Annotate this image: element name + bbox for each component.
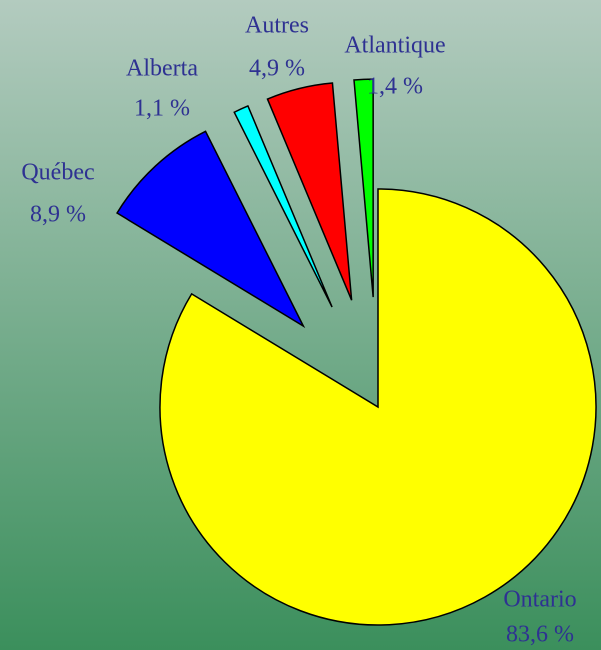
slice-label: Ontario — [503, 587, 576, 613]
pie-slice — [266, 82, 353, 301]
pie-slice — [116, 130, 306, 329]
slice-value-label: 4,9 % — [249, 56, 305, 82]
pie-slice — [233, 104, 333, 308]
pie-slice — [353, 78, 374, 298]
slice-value-label: 1,4 % — [367, 74, 423, 100]
slice-value-label: 83,6 % — [506, 622, 574, 648]
slice-value-label: 8,9 % — [30, 202, 86, 228]
slice-label: Autres — [245, 13, 309, 39]
slice-label: Alberta — [126, 56, 198, 82]
pie-slice — [159, 188, 597, 626]
slice-label: Québec — [21, 160, 94, 186]
slice-value-label: 1,1 % — [134, 96, 190, 122]
slice-label: Atlantique — [344, 33, 445, 59]
